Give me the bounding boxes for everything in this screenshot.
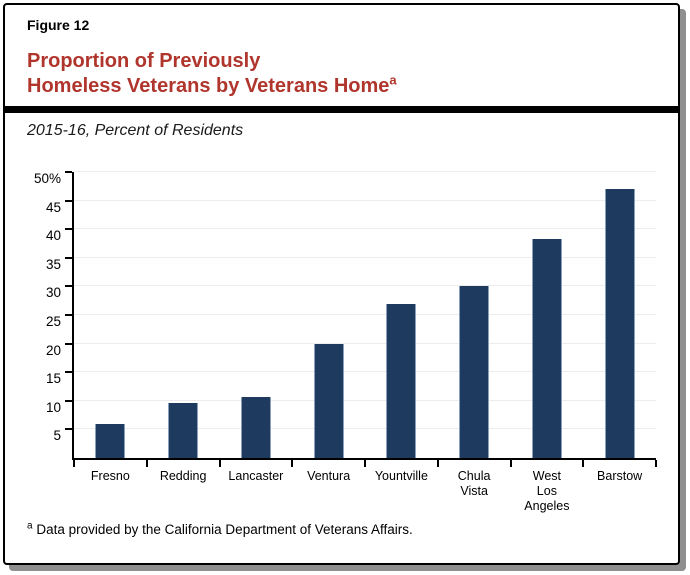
- bar-cell: [147, 172, 220, 458]
- figure-title-line1: Proportion of Previously: [27, 50, 261, 72]
- x-axis-category-label: Barstow: [597, 469, 643, 483]
- bar-redding: [168, 402, 199, 458]
- y-axis-tick-label: 45: [45, 199, 61, 215]
- bar-yountville: [386, 303, 417, 458]
- figure-title-line2: Homeless Veterans by Veterans Home: [27, 75, 390, 97]
- plot-area: 50% 45 40 35 30 25 20 15 10 5 Fresno Redding Lancast…: [34, 171, 657, 513]
- chart-subtitle: 2015-16, Percent of Residents: [27, 122, 244, 139]
- x-axis-tick: [655, 460, 657, 467]
- bar-fresno: [95, 423, 126, 458]
- x-axis-tick: [218, 460, 221, 467]
- x-axis-category-label: West Los Angeles: [524, 469, 570, 513]
- y-axis-tick: [65, 342, 72, 345]
- footnote: a Data provided by the California Depart…: [27, 520, 413, 537]
- y-axis-tick-label: 5: [53, 428, 61, 444]
- y-axis-tick: [65, 256, 72, 259]
- y-axis-tick: [65, 314, 72, 316]
- x-axis-tick: [509, 460, 512, 467]
- y-axis-tick: [65, 399, 72, 402]
- y-axis-tick-label: 10: [45, 399, 61, 415]
- y-axis-tick: [65, 171, 72, 173]
- x-axis-category-label: Ventura: [307, 469, 351, 483]
- x-axis-category-label: Redding: [159, 469, 207, 483]
- figure-panel: Figure 12 Proportion of Previously Homel…: [3, 3, 680, 565]
- gridline: [74, 285, 656, 287]
- gridline: [74, 171, 656, 172]
- figure-title: Proportion of Previously Homeless Vetera…: [27, 49, 397, 99]
- bar-cell: [74, 172, 147, 458]
- bars-row: [74, 172, 656, 458]
- footnote-marker: a: [27, 520, 33, 532]
- bar-cell: [583, 172, 656, 458]
- y-axis-tick-label: 15: [45, 371, 61, 387]
- y-axis-tick-label: 20: [45, 342, 61, 358]
- x-axis-category-label: Lancaster: [228, 469, 284, 483]
- figure-label: Figure 12: [27, 17, 90, 33]
- x-axis-tick: [582, 460, 585, 467]
- bar-cell: [438, 172, 511, 458]
- gridline: [74, 228, 656, 230]
- y-axis-tick-label: 30: [45, 285, 61, 301]
- title-separator-bar: [3, 106, 680, 113]
- x-axis-category-label: Yountville: [374, 469, 428, 483]
- bar-cell: [292, 172, 365, 458]
- y-axis-tick-label: 40: [45, 228, 61, 244]
- y-axis-tick: [65, 371, 72, 374]
- gridline: [74, 371, 656, 373]
- gridline: [74, 428, 656, 430]
- x-axis-tick: [436, 460, 439, 467]
- bar-west-los-angeles: [531, 238, 562, 458]
- x-axis-tick: [73, 460, 75, 467]
- y-axis-tick-label: 35: [45, 256, 61, 272]
- x-axis-category-label: Fresno: [90, 469, 130, 483]
- x-axis-category-label: Chula Vista: [457, 469, 491, 498]
- gridline: [74, 199, 656, 201]
- x-axis-tick: [145, 460, 148, 467]
- y-axis-tick: [65, 428, 72, 431]
- bar-barstow: [604, 189, 635, 458]
- bar-ventura: [313, 343, 344, 458]
- y-axis-tick-label: 25: [45, 314, 61, 329]
- x-axis-tick: [291, 460, 294, 467]
- bar-cell: [511, 172, 584, 458]
- bar-lancaster: [240, 397, 271, 458]
- x-axis-tick: [364, 460, 366, 467]
- title-footnote-marker: a: [389, 72, 397, 88]
- y-axis-tick: [65, 228, 72, 231]
- x-axis-labels: Fresno Redding Lancaster Ventura Yountville C…: [74, 469, 656, 514]
- bar-cell: [365, 172, 438, 458]
- y-axis-tick-label: 50%: [33, 171, 61, 186]
- gridline: [74, 342, 656, 344]
- bar-chula-vista: [459, 286, 490, 458]
- bar-cell: [220, 172, 293, 458]
- gridline: [74, 399, 656, 401]
- gridline: [74, 256, 656, 258]
- y-axis-tick: [65, 199, 72, 202]
- footnote-text: Data provided by the California Departme…: [36, 522, 413, 537]
- y-axis-tick: [65, 285, 72, 288]
- gridline: [74, 314, 656, 315]
